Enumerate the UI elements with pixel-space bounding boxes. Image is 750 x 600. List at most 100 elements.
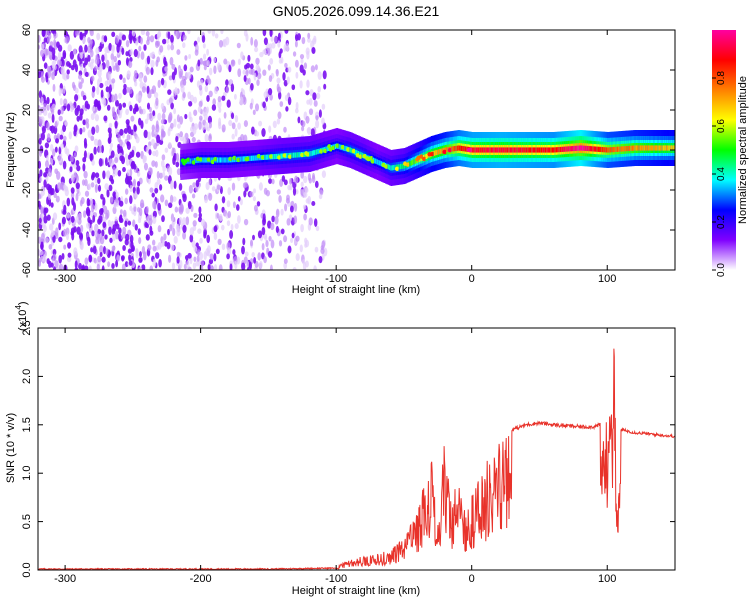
spectrogram-cell [145,31,150,37]
spectrogram-cell [277,111,282,120]
x-tick-label: -200 [190,573,212,585]
spectrogram-cell [258,120,263,127]
spectrogram-cell [160,194,165,203]
spectrogram-cell [182,136,187,145]
spectrogram-cell [151,138,155,146]
spectrogram-cell [197,228,202,234]
spectrogram-cell [236,204,240,211]
spectrogram-cell [244,64,248,70]
spectrogram-cell [272,120,277,129]
spectrogram-cell [197,36,201,43]
spectrogram-cell [111,31,116,38]
spectrogram-cell [315,115,319,121]
spectrogram-ridge-blob [340,144,346,150]
spectrogram-ridge-cell [250,155,253,161]
spectrogram-cell [38,257,42,263]
spectrogram-cell [194,49,199,56]
spectrogram-cell [160,133,164,142]
spectrogram-cell [128,86,133,94]
spectrogram-ridge-cell [420,156,422,162]
spectrogram-cell [118,92,122,100]
spectrogram-cell [268,75,273,83]
spectrogram-ridge-cell [191,158,193,164]
spectrogram-ridge-cell [567,146,570,152]
spectrogram-ridge-cell [401,163,403,169]
spectrogram-ridge-cell [660,145,662,151]
spectrogram-cell [41,76,45,83]
spectrogram-cell [59,60,62,66]
spectrogram-cell [221,243,226,251]
spectrogram-ridge-cell [580,145,582,151]
spectrogram-ridge-cell [296,152,299,158]
spectrogram-cell [126,141,130,147]
spectrogram-cell [128,260,133,266]
spectrogram-cell [124,197,128,205]
spectrogram-ridge-cell [462,146,464,152]
spectrogram-cell [89,153,93,161]
spectrogram-cell [244,251,249,257]
y-tick-label: 0 [21,147,33,153]
spectrogram-cell [189,234,194,243]
spectrogram-cell [109,196,114,203]
spectrogram-cell [285,106,289,112]
spectrogram-ridge-blob [358,154,363,159]
spectrogram-cell [135,40,139,46]
spectrogram-cell [58,87,62,97]
spectrogram-cell [83,170,88,179]
spectrogram-cell [294,202,298,212]
spectrogram-cell [292,266,297,270]
spectrogram-cell [111,245,116,252]
spectrogram-cell [183,64,188,72]
spectrogram-cell [151,160,156,167]
spectrogram-cell [58,236,63,243]
spectrogram-ridge-cell [523,147,525,153]
spectrogram-cell [138,73,143,82]
spectrogram-cell [111,59,115,68]
spectrogram-cell [115,197,119,204]
spectrogram-cell [150,67,154,76]
spectrogram-cell [195,179,200,188]
spectrogram-ridge-cell [225,157,227,163]
spectrogram-ridge-cell [502,147,505,153]
spectrogram-ridge-blob [335,143,340,148]
spectrogram-ridge-cell [605,147,608,153]
spectrogram-cell [277,40,281,48]
spectrogram-cell [314,246,319,253]
spectrogram-cell [142,155,147,163]
spectrogram-cell [182,34,187,41]
spectrogram-cell [152,210,157,219]
spectrogram-cell [182,193,186,199]
spectrogram-cell [166,44,171,51]
spectrogram-cell [307,173,312,182]
spectrogram-cell [225,79,229,86]
spectrogram-cell [108,184,113,192]
spectrogram-cell [126,169,130,177]
spectrogram-cell [68,131,72,140]
spectrogram-cell [167,31,171,40]
spectrogram-cell [137,228,141,235]
spectrogram-cell [229,230,234,239]
spectrogram-cell [299,54,305,60]
colorbar-ticks: 0.0 0.2 0.4 0.6 0.8 [712,71,727,277]
spectrogram-cell [136,170,141,177]
spectrogram-cell [239,96,244,106]
spectrogram-cell [182,224,187,233]
spectrogram-cell [200,260,205,267]
spectrogram-ridge-blob [319,149,324,154]
spectrogram-ridge-blob [384,164,389,169]
spectrogram-ridge-cell [204,157,207,163]
spectrogram-cell [211,104,217,111]
spectrogram-ridge-cell [497,147,500,153]
spectrogram-cell [234,127,238,137]
spectrogram-cell [124,188,129,195]
spectrogram-cell [130,246,135,253]
spectrogram-cell [182,231,187,240]
snr-panel: -300 -200 -100 0 100 0.0 0.5 1.0 1.5 2.0 2.5 Heig… [5,301,676,597]
spectrogram-noise-field [38,30,328,270]
spectrogram-cell [186,260,190,269]
spectrogram-cell [300,181,304,188]
spectrogram-ridge-cell [540,147,543,153]
spectrogram-cell [87,183,92,190]
spectrogram-cell [202,53,207,60]
spectrogram-ridge-cell [509,147,512,153]
